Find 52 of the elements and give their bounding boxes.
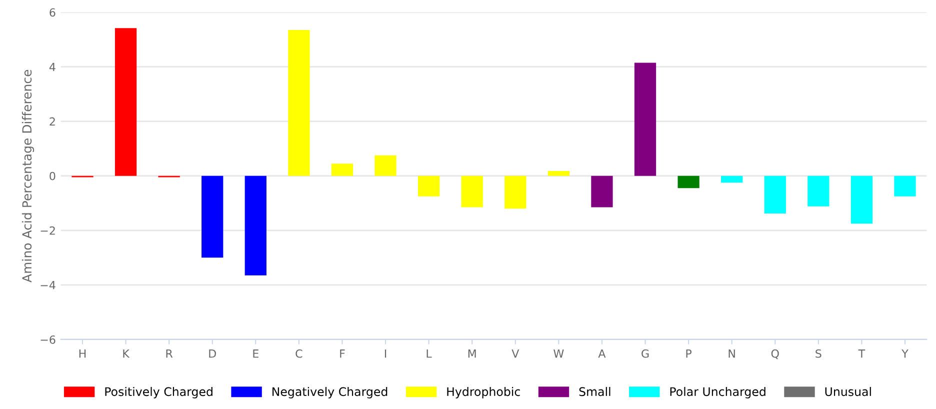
x-tick-label: N bbox=[728, 350, 735, 358]
x-tick-label: H bbox=[79, 350, 86, 358]
x-tick-label: A bbox=[598, 350, 606, 358]
bar bbox=[331, 164, 354, 176]
legend-label: Small bbox=[579, 386, 610, 396]
bar bbox=[418, 176, 440, 196]
x-tick-label: E bbox=[253, 350, 258, 358]
y-axis-title: Amino Acid Percentage Difference bbox=[22, 70, 34, 282]
y-tick-label: −4 bbox=[40, 281, 56, 290]
bar bbox=[114, 28, 137, 176]
bar bbox=[374, 155, 396, 176]
bar bbox=[591, 176, 613, 208]
y-tick-label: 0 bbox=[50, 172, 56, 180]
x-tick-label: M bbox=[468, 350, 476, 358]
bar bbox=[850, 176, 873, 224]
bar bbox=[678, 176, 700, 188]
x-tick-label: D bbox=[209, 350, 216, 358]
bar bbox=[764, 176, 786, 214]
bar bbox=[461, 176, 483, 208]
y-tick-label: −2 bbox=[40, 226, 55, 235]
x-tick-label: V bbox=[512, 350, 520, 358]
x-tick-label: F bbox=[340, 350, 345, 358]
legend-label: Hydrophobic bbox=[447, 386, 520, 398]
bar bbox=[504, 176, 526, 209]
x-tick-label: S bbox=[816, 349, 822, 358]
bar bbox=[721, 176, 743, 183]
x-tick-label: W bbox=[554, 350, 564, 358]
x-tick-label: C bbox=[296, 349, 302, 358]
x-tick-label: T bbox=[858, 350, 866, 358]
x-tick-label: K bbox=[123, 350, 130, 358]
legend-label: Negatively Charged bbox=[272, 386, 388, 398]
bar bbox=[634, 62, 656, 176]
x-tick-label: L bbox=[426, 350, 432, 358]
y-tick-label: −6 bbox=[40, 335, 56, 344]
x-tick-label: R bbox=[166, 350, 173, 358]
bar bbox=[244, 176, 266, 276]
legend-label: Positively Charged bbox=[105, 386, 212, 398]
bar bbox=[894, 176, 916, 196]
bar bbox=[548, 170, 570, 176]
x-tick-label: I bbox=[384, 350, 386, 358]
bar bbox=[202, 176, 224, 258]
bar bbox=[808, 176, 830, 206]
y-tick-label: 4 bbox=[49, 62, 56, 72]
x-tick-label: P bbox=[686, 350, 692, 358]
x-tick-label: Q bbox=[771, 349, 779, 360]
y-tick-label: 2 bbox=[50, 117, 55, 126]
x-tick-label: Y bbox=[902, 350, 908, 358]
legend-label: Unusual bbox=[825, 386, 871, 396]
x-tick-label: G bbox=[642, 349, 649, 358]
y-tick-label: 6 bbox=[50, 8, 56, 17]
bar bbox=[288, 30, 310, 176]
legend-label: Polar Uncharged bbox=[670, 386, 766, 398]
